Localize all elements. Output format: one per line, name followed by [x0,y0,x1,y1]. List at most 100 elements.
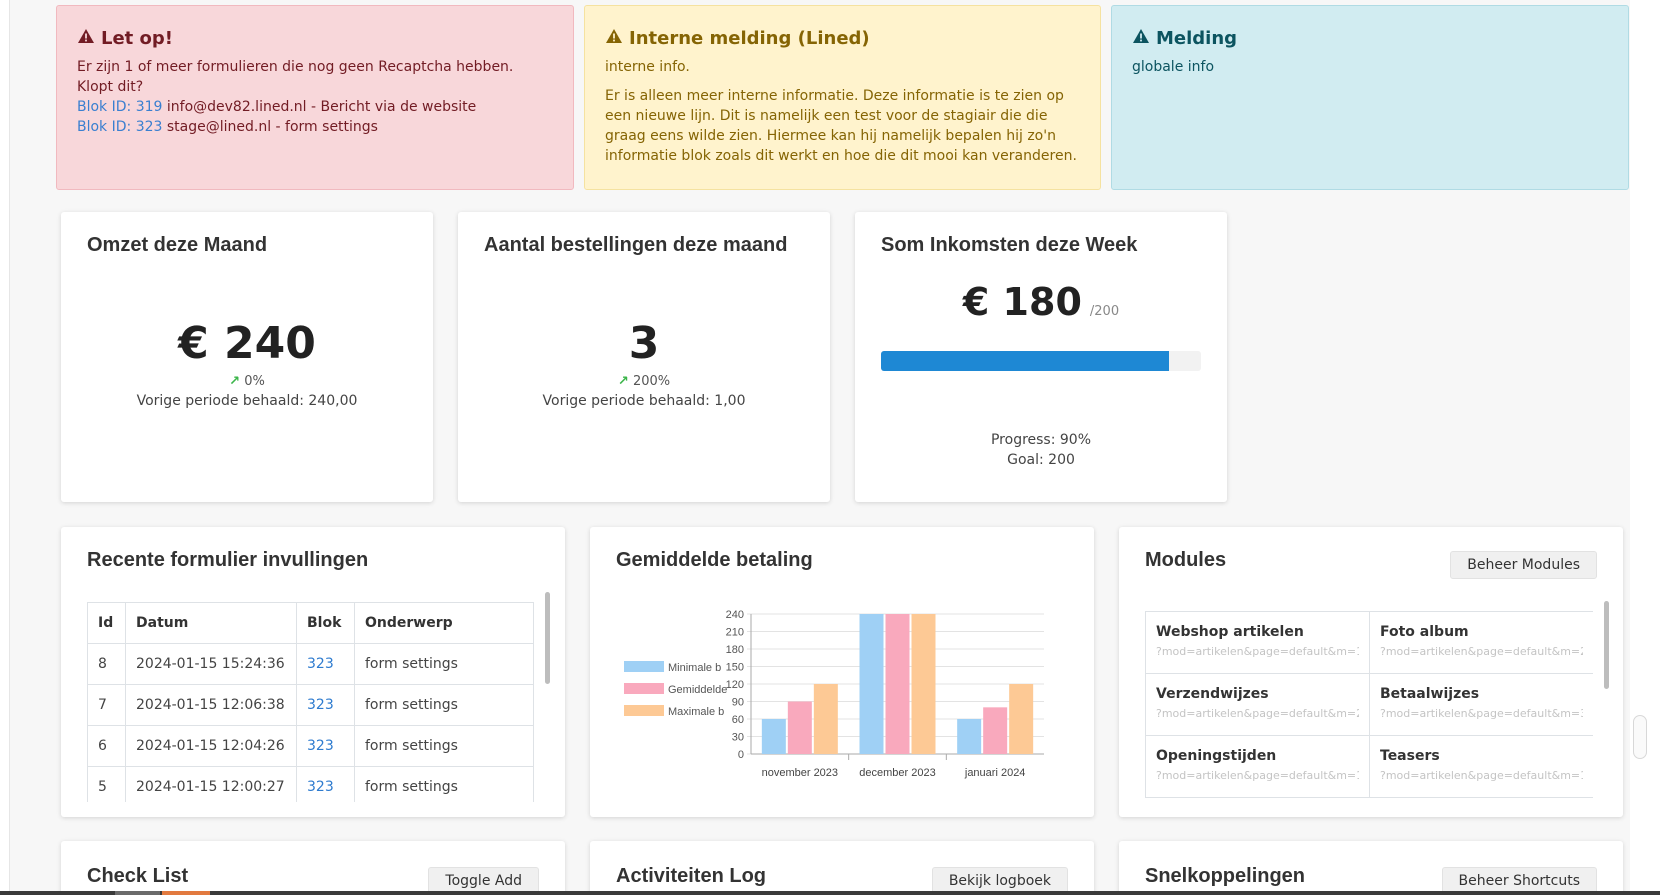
cell-datum: 2024-01-15 15:24:36 [125,643,297,685]
trend-percent: 200% [632,374,671,389]
block-link-319[interactable]: Blok ID: 319 [77,99,163,115]
legend-swatch [624,705,664,716]
bar [859,614,884,754]
table-row: 8 2024-01-15 15:24:36 323 form settings [87,643,534,685]
blok-link[interactable]: 323 [307,779,334,795]
cell-id: 8 [87,643,126,685]
goal-label: Goal: 200 [1007,452,1075,468]
alert-item-text: stage@lined.nl - form settings [162,119,378,135]
card-modules: Modules Beheer Modules Webshop artikelen… [1119,527,1623,817]
card-omzet: Omzet deze Maand € 240 ↗ 0% Vorige perio… [61,212,433,502]
bar [911,614,936,754]
bar [983,707,1008,754]
blok-link[interactable]: 323 [307,697,334,713]
y-tick-label: 210 [726,627,744,639]
cell-onderwerp: form settings [354,684,534,726]
module-url: ?mod=artikelen&page=default&m=2 [1156,707,1359,720]
y-tick-label: 30 [732,732,744,744]
cell-id: 7 [87,684,126,726]
progress-fill [881,351,1169,371]
progress-label: Progress: 90% [990,432,1092,448]
module-url: ?mod=artikelen&page=default&m=29 [1380,645,1583,658]
card-title: Modules [1145,549,1227,571]
cell-onderwerp: form settings [354,725,534,767]
column-header: Datum [125,602,297,644]
previous-period: Vorige periode behaald: 1,00 [542,393,746,409]
table-scrollbar[interactable] [545,592,550,684]
x-tick-label: december 2023 [859,767,935,779]
week-value: € 180/200 [855,280,1227,324]
column-header: Blok [296,602,355,644]
modules-list[interactable]: Webshop artikelen ?mod=artikelen&page=def… [1145,611,1593,801]
card-title: Gemiddelde betaling [616,549,813,571]
card-title: Activiteiten Log [616,865,767,887]
cell-datum: 2024-01-15 12:06:38 [125,684,297,726]
module-name: Teasers [1380,748,1440,764]
card-title: Check List [87,865,189,887]
progress-text: Progress: 90% Goal: 200 [855,430,1227,470]
module-item[interactable]: Verzendwijzes ?mod=artikelen&page=default… [1146,674,1370,736]
legend-swatch [624,683,664,694]
cell-blok: 323 [296,684,355,726]
alert-item-text: info@dev82.lined.nl - Bericht via de web… [162,99,477,115]
card-avg-payment: Gemiddelde betaling 0 30 60 90 120 150 180 210 2… [590,527,1094,817]
cell-datum: 2024-01-15 12:00:27 [125,766,297,802]
cell-id: 5 [87,766,126,802]
legend-label: Minimale b [668,662,721,674]
side-panel-handle[interactable] [1633,715,1647,759]
card-checklist: Check List Toggle Add [61,841,565,895]
right-edge [1630,0,1660,895]
manage-modules-button[interactable]: Beheer Modules [1450,551,1597,579]
y-tick-label: 60 [732,714,744,726]
warning-triangle-icon [77,28,95,49]
alert-title: Melding [1156,27,1238,49]
card-shortcuts: Snelkoppelingen Beheer Shortcuts [1119,841,1623,895]
cell-blok: 323 [296,766,355,802]
alert-global: Melding globale info [1111,5,1629,190]
module-item[interactable]: Foto album ?mod=artikelen&page=default&m=… [1370,612,1593,674]
module-item[interactable]: Teasers ?mod=artikelen&page=default&m=17 [1370,736,1593,798]
table-header-row: Id Datum Blok Onderwerp [87,602,534,644]
card-activity-log: Activiteiten Log Bekijk logboek [590,841,1094,895]
block-link-323[interactable]: Blok ID: 323 [77,119,163,135]
alert-title: Let op! [101,27,174,49]
x-tick-label: november 2023 [762,767,838,779]
blok-link[interactable]: 323 [307,656,334,672]
card-title: Omzet deze Maand [87,234,268,256]
blok-link[interactable]: 323 [307,738,334,754]
module-item[interactable]: Openingstijden ?mod=artikelen&page=defaul… [1146,736,1370,798]
bar [885,614,910,754]
taskbar-segment [162,891,210,895]
alert-text: Er is alleen meer interne informatie. De… [605,88,1077,164]
stat-value: 3 [628,318,660,369]
module-item[interactable]: Webshop artikelen ?mod=artikelen&page=def… [1146,612,1370,674]
trending-up-icon: ↗ [617,374,629,389]
y-tick-label: 0 [738,749,744,761]
toggle-add-button[interactable]: Toggle Add [428,867,539,895]
alert-heading: Melding [1132,28,1608,49]
stat-trend: ↗ 200% [458,374,830,389]
module-name: Betaalwijzes [1380,686,1480,702]
left-sidebar-edge [0,0,10,895]
modules-scrollbar[interactable] [1604,601,1609,689]
bar [787,701,812,754]
card-title: Aantal bestellingen deze maand [484,234,788,256]
forms-table: Id Datum Blok Onderwerp 8 2024-01-15 15:2… [87,602,534,802]
module-item[interactable]: Betaalwijzes ?mod=artikelen&page=default&… [1370,674,1593,736]
alert-item: Blok ID: 323 stage@lined.nl - form setti… [77,117,553,137]
alert-heading: Interne melding (Lined) [605,28,1080,49]
cell-blok: 323 [296,725,355,767]
column-header: Id [87,602,126,644]
bar [1009,684,1034,754]
card-title: Snelkoppelingen [1145,865,1306,887]
cell-blok: 323 [296,643,355,685]
forms-table-wrapper[interactable]: Id Datum Blok Onderwerp 8 2024-01-15 15:2… [87,602,534,802]
trending-up-icon: ↗ [229,374,241,389]
legend-label: Gemiddelde [668,684,727,696]
goal-suffix: /200 [1089,304,1120,319]
card-recent-forms: Recente formulier invullingen Id Datum B… [61,527,565,817]
y-tick-label: 120 [726,679,744,691]
table-row: 5 2024-01-15 12:00:27 323 form settings [87,766,534,802]
alert-internal: Interne melding (Lined) interne info. Er… [584,5,1101,190]
cell-onderwerp: form settings [354,643,534,685]
